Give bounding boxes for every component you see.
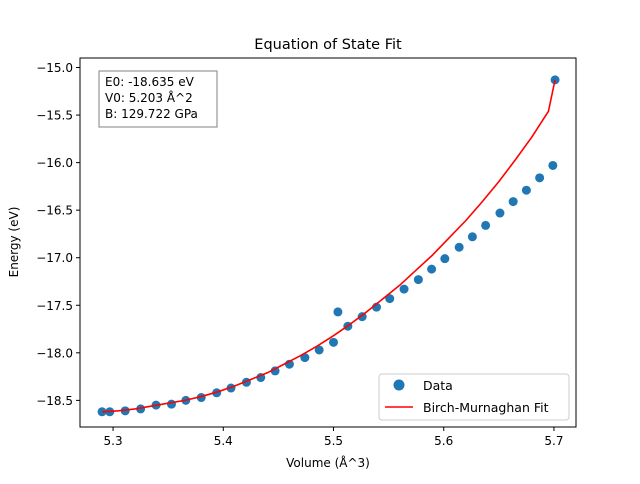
data-point — [548, 160, 558, 170]
legend-data-marker — [393, 379, 405, 391]
x-tick-label: 5.4 — [214, 434, 233, 448]
y-axis-label: Energy (eV) — [7, 207, 21, 278]
series-layer — [97, 75, 560, 417]
data-point — [467, 232, 477, 242]
axes-frame — [79, 57, 577, 428]
data-point — [481, 220, 491, 230]
data-point — [521, 185, 531, 195]
y-tick-label: −17.0 — [36, 251, 73, 265]
x-axis-label: Volume (Å^3) — [286, 455, 370, 470]
annotation-box: E0: -18.635 eV V0: 5.203 Å^2 B: 129.722 … — [98, 70, 218, 128]
data-point — [333, 307, 343, 317]
y-axis-ticks: −18.5 −18.0 −17.5 −17.0 −16.5 −16.0 −15.5 −15.0 — [36, 61, 80, 408]
annotation-line-v0: V0: 5.203 Å^2 — [105, 90, 193, 105]
annotation-line-b: B: 129.722 GPa — [105, 107, 198, 121]
data-point — [495, 208, 505, 218]
data-point — [508, 197, 518, 207]
data-point — [270, 366, 280, 376]
x-tick-label: 5.3 — [104, 434, 123, 448]
data-point — [385, 294, 395, 304]
x-tick-label: 5.5 — [324, 434, 343, 448]
legend-fit-label: Birch-Murnaghan Fit — [423, 400, 549, 415]
chart-title: Equation of State Fit — [254, 37, 402, 53]
legend: Data Birch-Murnaghan Fit — [378, 373, 570, 421]
x-axis-ticks: 5.3 5.4 5.5 5.6 5.7 — [104, 427, 564, 448]
y-tick-label: −18.0 — [36, 346, 73, 360]
data-point — [399, 284, 409, 294]
annotation-frame — [98, 70, 218, 128]
y-tick-label: −15.5 — [36, 109, 73, 123]
data-point — [329, 337, 339, 347]
legend-data-label: Data — [423, 378, 453, 393]
y-tick-label: −18.5 — [36, 394, 73, 408]
data-point — [314, 345, 324, 355]
data-point — [454, 242, 464, 252]
data-point — [413, 275, 423, 285]
data-point — [166, 399, 176, 409]
y-tick-label: −17.5 — [36, 299, 73, 313]
legend-frame — [378, 373, 570, 421]
x-tick-label: 5.7 — [544, 434, 563, 448]
data-point — [440, 254, 450, 264]
y-tick-label: −16.0 — [36, 156, 73, 170]
data-point — [535, 173, 545, 183]
x-tick-label: 5.6 — [434, 434, 453, 448]
y-tick-label: −15.0 — [36, 61, 73, 75]
data-point — [427, 264, 437, 274]
fit-line — [101, 79, 556, 413]
annotation-line-e0: E0: -18.635 eV — [105, 75, 195, 89]
data-point — [136, 404, 146, 414]
y-tick-label: −16.5 — [36, 204, 73, 218]
